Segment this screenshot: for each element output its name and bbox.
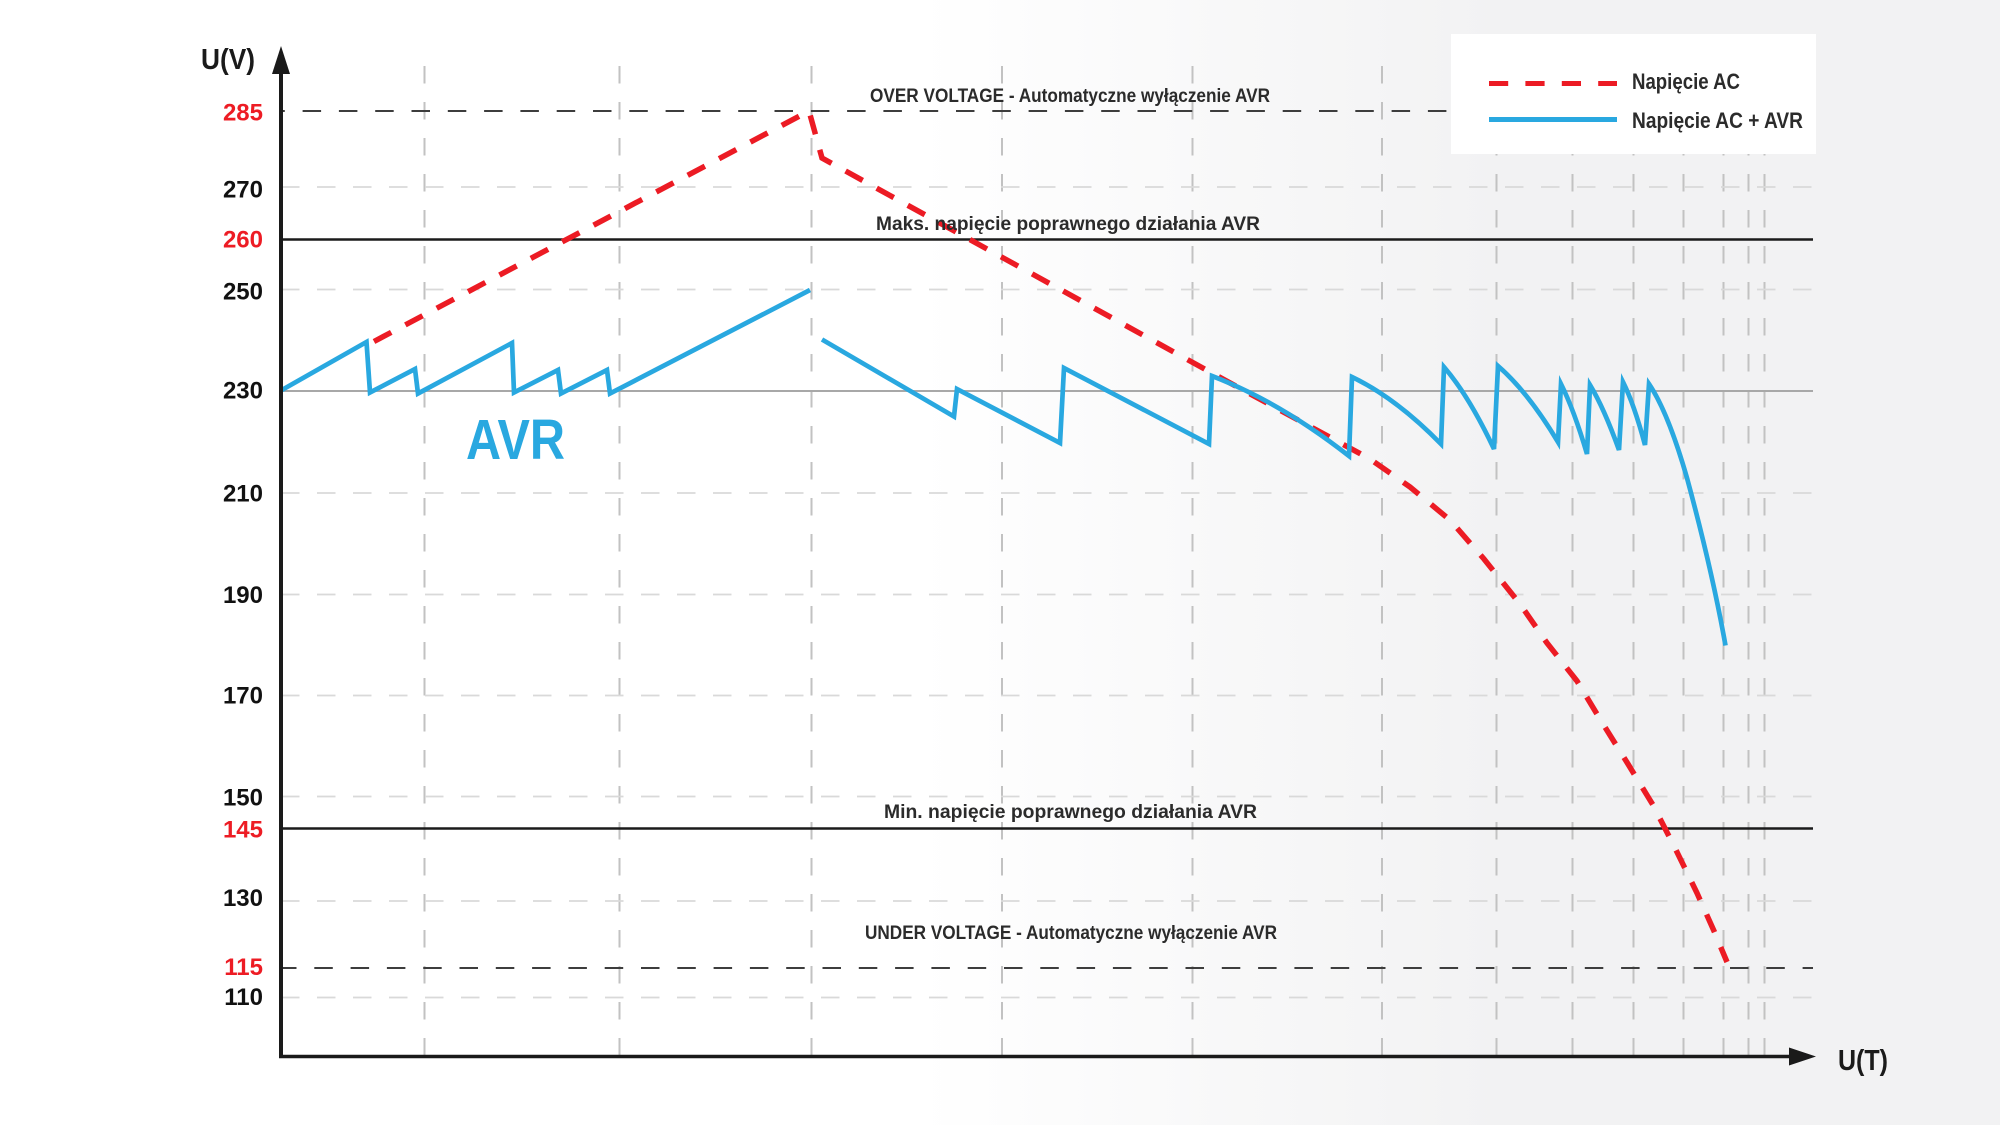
svg-text:Napięcie AC: Napięcie AC xyxy=(1632,69,1740,94)
svg-text:U(V): U(V) xyxy=(201,44,255,76)
svg-text:Napięcie AC + AVR: Napięcie AC + AVR xyxy=(1632,108,1803,133)
svg-text:110: 110 xyxy=(224,984,263,1011)
svg-text:190: 190 xyxy=(223,582,263,609)
svg-text:230: 230 xyxy=(223,378,263,405)
svg-text:Min. napięcie poprawnego dział: Min. napięcie poprawnego działania AVR xyxy=(884,801,1257,823)
svg-text:130: 130 xyxy=(223,885,263,912)
svg-text:145: 145 xyxy=(223,817,263,844)
svg-text:210: 210 xyxy=(223,481,263,508)
svg-text:170: 170 xyxy=(223,683,263,710)
svg-text:AVR: AVR xyxy=(466,408,565,472)
svg-text:UNDER VOLTAGE - Automatyczne w: UNDER VOLTAGE - Automatyczne wyłączenie … xyxy=(865,922,1277,944)
svg-text:260: 260 xyxy=(223,227,263,254)
svg-text:U(T): U(T) xyxy=(1838,1045,1888,1077)
svg-text:250: 250 xyxy=(223,279,263,306)
svg-text:115: 115 xyxy=(224,954,263,981)
svg-text:Maks. napięcie poprawnego dzia: Maks. napięcie poprawnego działania AVR xyxy=(876,213,1260,235)
svg-text:270: 270 xyxy=(223,177,263,204)
svg-text:285: 285 xyxy=(223,100,263,127)
svg-text:OVER VOLTAGE - Automatyczne wy: OVER VOLTAGE - Automatyczne wyłączenie A… xyxy=(870,85,1270,107)
svg-text:150: 150 xyxy=(223,785,263,812)
